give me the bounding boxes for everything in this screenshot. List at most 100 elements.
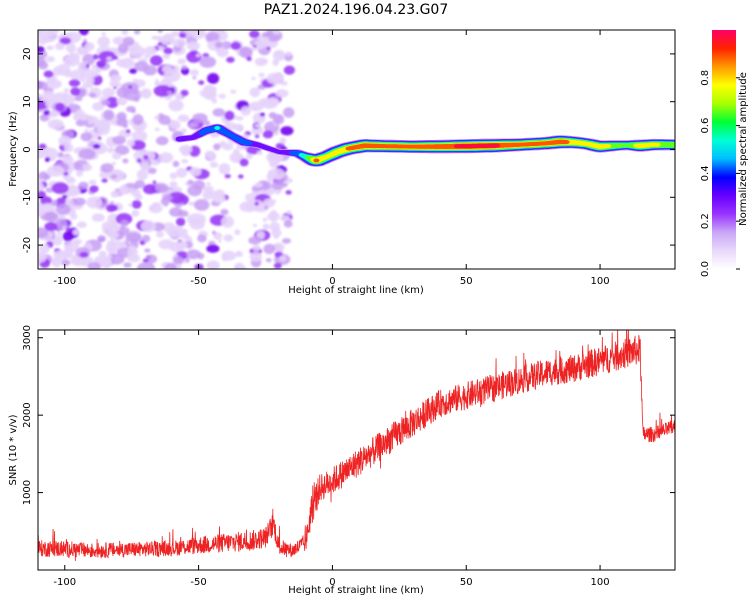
noise-blob [259,112,265,117]
noise-blob [154,127,160,132]
y-tick-label: 20 [22,48,33,61]
noise-blob [154,81,162,87]
noise-blob [78,181,89,190]
x-tick-label: 0 [329,577,335,588]
snr-series-layer [38,330,675,562]
noise-blob [226,56,235,63]
noise-blob [249,30,260,39]
noise-blob [188,121,199,128]
noise-blob [88,92,97,98]
noise-blob [119,226,125,230]
noise-blob [74,109,85,120]
noise-blob [166,90,173,95]
noise-blob [232,123,244,131]
noise-blob [134,61,149,72]
noise-blob [117,43,129,54]
noise-blob [230,89,237,94]
noise-blob [144,46,157,56]
noise-blob [86,196,103,209]
noise-blob [168,99,184,112]
noise-blob [259,58,269,64]
y-tick-label: -10 [22,189,33,205]
noise-blob [181,65,188,70]
noise-blob [136,158,142,163]
noise-blob [132,78,139,84]
noise-blob [109,201,115,205]
noise-blob [42,97,49,102]
noise-blob [169,172,178,180]
noise-blob [254,182,263,188]
trace-mark [654,142,661,147]
noise-blob [120,219,129,227]
noise-blob [236,116,244,121]
noise-blob [53,92,67,103]
y-tick-label: 1000 [22,480,33,505]
colorbar-gradient [712,30,736,269]
noise-blob [283,220,293,228]
noise-blob [170,120,181,130]
colorbar-tick-label: 0.4 [700,165,711,181]
noise-blob [145,254,158,264]
noise-blob [97,136,102,140]
noise-blob [87,262,101,269]
noise-blob [120,57,135,69]
noise-blob [248,236,262,245]
noise-blob [172,186,183,194]
noise-blob [64,246,74,256]
noise-blob [273,114,285,125]
noise-blob [282,238,291,244]
noise-blob [113,55,119,60]
noise-blob [199,56,217,68]
snr-line [38,330,675,562]
noise-blob [72,229,80,236]
snr-y-label: SNR (10 * v/v) [8,414,19,485]
noise-blob [42,174,51,180]
noise-blob [249,87,261,98]
noise-blob [155,78,159,82]
noise-blob [58,152,64,158]
noise-blob [144,248,151,253]
noise-blob [116,87,129,98]
noise-blob [38,243,50,254]
noise-blob [63,88,70,93]
noise-blob [269,221,280,232]
noise-blob [55,102,65,112]
noise-blob [140,88,152,99]
noise-blob [44,222,58,231]
noise-blob [97,36,111,47]
noise-blob [101,32,106,36]
colorbar-label: Normalized spectral amplitude [738,72,749,226]
noise-blob [43,70,54,78]
noise-blob [41,203,53,213]
noise-blob [239,46,253,59]
noise-blob [80,132,93,142]
noise-blob [62,231,74,242]
noise-blob [70,87,81,96]
noise-blob [157,30,163,33]
x-tick-label: -50 [190,276,206,287]
noise-blob [221,41,232,50]
noise-blob [263,243,276,255]
noise-blob [167,82,173,88]
noise-blob [189,167,202,177]
noise-blob [84,128,89,133]
noise-blob [44,211,58,222]
noise-blob [177,210,189,218]
trace-mark [493,143,501,148]
noise-blob [173,256,184,265]
noise-blob [38,182,45,193]
noise-blob [262,217,268,222]
noise-blob [258,72,265,78]
trace-mark [670,142,675,148]
noise-blob [169,181,178,188]
noise-blob [156,36,163,41]
noise-blob [129,68,138,74]
noise-blob [272,30,281,35]
noise-blob [55,203,71,215]
noise-blob [252,244,261,252]
noise-blob [62,194,68,199]
noise-blob [121,30,129,36]
noise-blob [188,201,195,206]
noise-blob [177,114,190,122]
noise-blob [56,231,63,236]
